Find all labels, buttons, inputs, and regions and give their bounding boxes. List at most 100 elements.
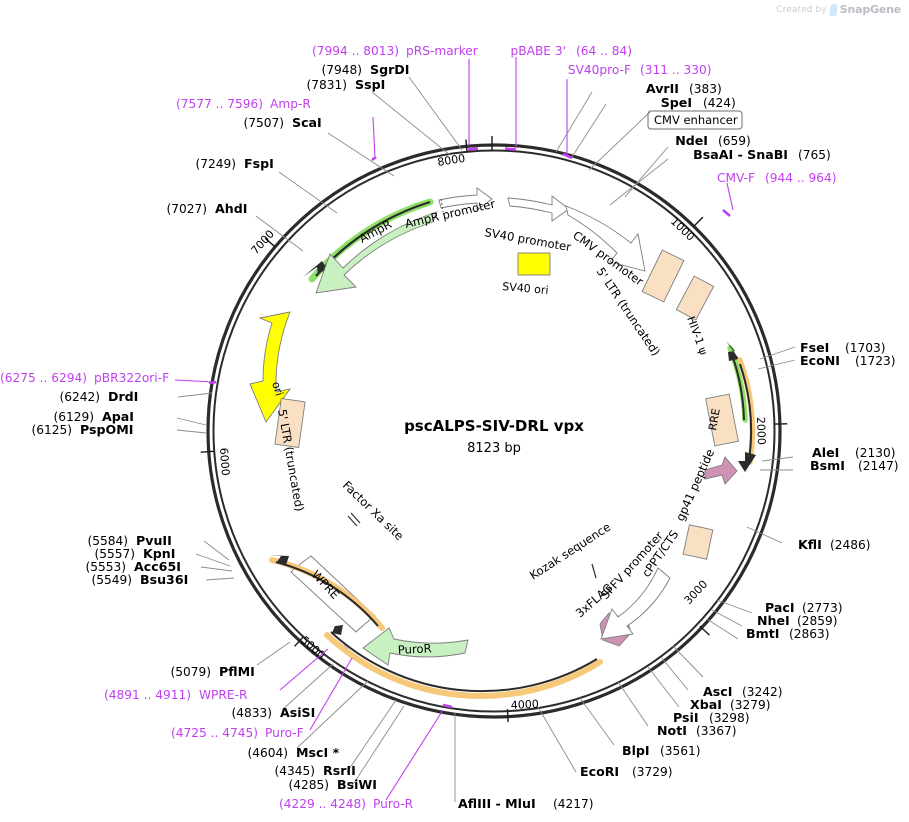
label-pbabe-3prime[interactable]: pBABE 3' (64 .. 84) xyxy=(511,44,633,58)
label-ndei[interactable]: NdeI (659) xyxy=(675,133,751,148)
label-bsmi[interactable]: BsmI (2147) xyxy=(810,458,899,473)
tick-label-8000: 8000 xyxy=(436,152,466,169)
label-puro-f-primer[interactable]: (4725 .. 4745) Puro-F xyxy=(171,726,304,740)
label-aflIII-mlui[interactable]: AflIII - MluI (4217) xyxy=(458,796,594,811)
puror-highlight xyxy=(324,632,603,699)
label-prs-marker[interactable]: (7994 .. 8013) pRS-marker xyxy=(312,44,479,58)
label-drdi[interactable]: (6242) DrdI xyxy=(59,389,138,404)
gp41-orange-highlight xyxy=(737,357,756,465)
label-pos: (2773) xyxy=(802,601,843,615)
wpre-highlight-core xyxy=(275,561,379,627)
label-xbai[interactable]: XbaI (3279) xyxy=(690,697,771,712)
label-name: PvuII xyxy=(136,533,172,548)
label-bmti[interactable]: BmtI (2863) xyxy=(746,626,830,641)
label-blpi[interactable]: BlpI (3561) xyxy=(622,743,701,758)
label-range: (944 .. 964) xyxy=(765,171,837,185)
label-sspi[interactable]: (7831) SspI xyxy=(306,77,385,92)
label-name: MscI * xyxy=(296,745,340,760)
label-fsei[interactable]: FseI (1703) xyxy=(800,340,886,355)
plasmid-size: 8123 bp xyxy=(467,441,521,456)
feature-label-rre: RRE xyxy=(706,407,723,431)
label-name: PsiI xyxy=(673,710,699,725)
label-pos: (6242) xyxy=(59,390,100,404)
label-pbr322ori-f[interactable]: (6275 .. 6294) pBR322ori-F xyxy=(0,371,169,385)
label-apai[interactable]: (6129) ApaI xyxy=(53,409,133,424)
leader-lines xyxy=(174,57,796,802)
label-sgrdi[interactable]: (7948) SgrDI xyxy=(321,62,409,77)
label-pos: (3729) xyxy=(632,765,673,779)
label-asci[interactable]: AscI (3242) xyxy=(703,684,783,699)
label-psii[interactable]: PsiI (3298) xyxy=(673,710,750,725)
label-noti[interactable]: NotI (3367) xyxy=(657,723,737,738)
label-name: BlpI xyxy=(622,743,650,758)
label-acc65i[interactable]: (5553) Acc65I xyxy=(85,559,180,574)
label-pos: (7249) xyxy=(195,157,236,171)
label-cmv-f[interactable]: CMV-F (944 .. 964) xyxy=(717,171,837,185)
label-name: NheI xyxy=(757,613,790,628)
label-pos: (1723) xyxy=(855,354,896,368)
label-name: AvrII xyxy=(646,81,679,96)
label-name: Bsu36I xyxy=(140,572,188,587)
label-name: pRS-marker xyxy=(406,44,479,58)
label-alei[interactable]: AleI (2130) xyxy=(812,445,896,460)
label-nhei[interactable]: NheI (2859) xyxy=(757,613,838,628)
label-econi[interactable]: EcoNI (1723) xyxy=(800,353,896,368)
label-pos: (424) xyxy=(703,96,736,110)
sv40-ori-box xyxy=(517,252,551,276)
label-name: BmtI xyxy=(746,626,779,641)
label-spei[interactable]: SpeI (424) xyxy=(661,95,736,110)
watermark-prefix: Created by xyxy=(776,4,827,15)
label-wpre-r-primer[interactable]: (4891 .. 4911) WPRE-R xyxy=(104,688,248,702)
label-pvuii[interactable]: (5584) PvuII xyxy=(87,533,171,548)
label-bsu36i[interactable]: (5549) Bsu36I xyxy=(91,572,188,587)
label-bsaai-snabi[interactable]: BsaAI - SnaBI (765) xyxy=(693,147,831,162)
label-name: PspOMI xyxy=(80,422,133,437)
label-name: SspI xyxy=(355,77,385,92)
label-msci[interactable]: (4604) MscI * xyxy=(247,745,339,760)
gp41-peptide xyxy=(704,456,738,485)
label-scai[interactable]: (7507) ScaI xyxy=(243,115,321,130)
label-name: Amp-R xyxy=(270,97,311,111)
watermark-brand: SnapGene xyxy=(839,3,901,16)
label-fspi[interactable]: (7249) FspI xyxy=(195,156,273,171)
label-pos: (3367) xyxy=(696,724,737,738)
label-asisi[interactable]: (4833) AsiSI xyxy=(231,705,315,720)
label-name: XbaI xyxy=(690,697,722,712)
label-name: KflI xyxy=(798,537,822,552)
kozak-tick xyxy=(591,563,597,579)
feature-label-hiv1-psi: HIV-1 ψ xyxy=(684,315,710,357)
label-name: NdeI xyxy=(675,133,708,148)
label-name: NotI xyxy=(657,723,687,738)
label-pos: (3279) xyxy=(730,698,771,712)
label-sv40pro-f[interactable]: SV40pro-F (311 .. 330) xyxy=(568,63,712,77)
label-pos: (7507) xyxy=(243,116,284,130)
label-range: (7577 .. 7596) xyxy=(176,97,263,111)
feature-label-kozak: Kozak sequence xyxy=(527,520,613,583)
label-kpni[interactable]: (5557) KpnI xyxy=(94,546,175,561)
label-paci[interactable]: PacI (2773) xyxy=(765,600,843,615)
label-name: AleI xyxy=(812,445,839,460)
label-avrii[interactable]: AvrII (383) xyxy=(646,81,722,96)
puror-highlight-core xyxy=(330,631,598,693)
label-rsrii[interactable]: (4345) RsrII xyxy=(274,763,355,778)
label-pos: (5549) xyxy=(91,573,132,587)
label-range: (311 .. 330) xyxy=(640,63,712,77)
label-pos: (659) xyxy=(718,134,751,148)
label-name: PflMI xyxy=(219,664,255,679)
label-pos: (2130) xyxy=(855,446,896,460)
label-ahdi[interactable]: (7027) AhdI xyxy=(166,201,247,216)
label-name: BsaAI - SnaBI xyxy=(693,147,788,162)
tick-label-1000: 1000 xyxy=(668,215,697,244)
label-pflmi[interactable]: (5079) PflMI xyxy=(170,664,254,679)
tick-label-2000: 2000 xyxy=(754,417,768,445)
label-puro-r-primer[interactable]: (4229 .. 4248) Puro-R xyxy=(279,797,414,811)
label-bsiwi[interactable]: (4285) BsiWI xyxy=(288,777,377,792)
label-name: EcoNI xyxy=(800,353,840,368)
label-kfli[interactable]: KflI (2486) xyxy=(798,537,871,552)
label-name: Puro-R xyxy=(373,797,414,811)
label-pspomi[interactable]: (6125) PspOMI xyxy=(31,422,133,437)
label-name: AhdI xyxy=(215,201,247,216)
label-amp-r-primer[interactable]: (7577 .. 7596) Amp-R xyxy=(176,97,311,111)
label-ecori[interactable]: EcoRI (3729) xyxy=(580,764,673,779)
label-name: CMV-F xyxy=(717,171,755,185)
